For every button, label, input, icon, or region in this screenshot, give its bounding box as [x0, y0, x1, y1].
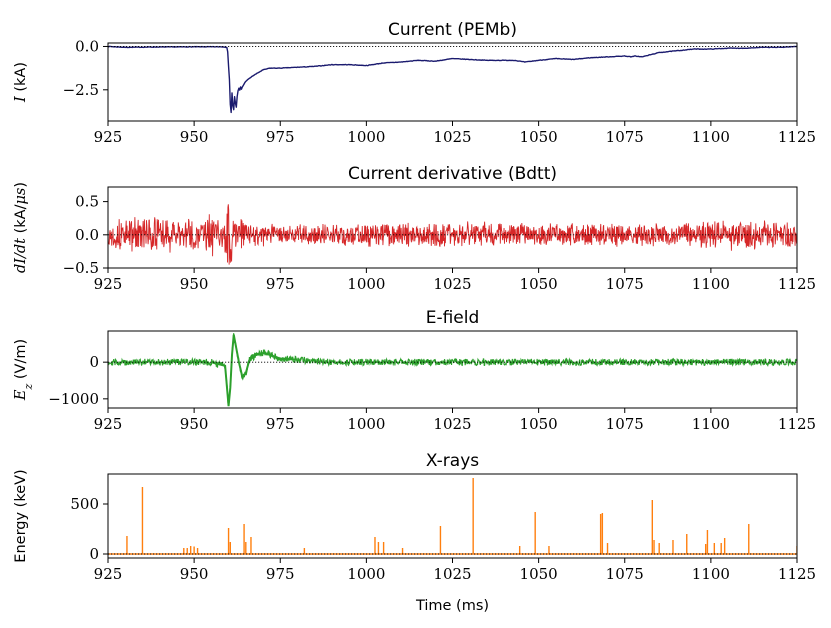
- y-tick-label: 0: [89, 353, 99, 371]
- x-tick-label: 1125: [778, 275, 816, 293]
- plot-area-efield: [108, 333, 797, 407]
- axes-frame: [107, 42, 798, 122]
- y-tick-label: 0.0: [75, 37, 99, 55]
- x-tick-label: 950: [180, 565, 209, 583]
- x-tick-label: 1000: [347, 128, 385, 146]
- x-tick-label: 1075: [606, 415, 644, 433]
- x-tick-label: 1125: [778, 415, 816, 433]
- x-tick-label: 1100: [692, 565, 730, 583]
- panel-title: Current derivative (Bdtt): [348, 164, 557, 184]
- x-tick-label: 1000: [347, 415, 385, 433]
- x-tick-label: 1075: [606, 565, 644, 583]
- plot-area-xrays: [108, 478, 797, 555]
- panel-title: E-field: [426, 308, 480, 328]
- x-tick-label: 925: [94, 128, 123, 146]
- current-series-line: [108, 45, 797, 114]
- y-axis-label: Ez (V/m): [13, 339, 35, 401]
- x-tick-label: 975: [266, 565, 295, 583]
- panel-xrays: 925 950 975 1000 1025 1050 1075 1100 1125 500 0 X-r…: [13, 451, 816, 614]
- x-tick-label: 1075: [606, 128, 644, 146]
- x-tick-label: 975: [266, 275, 295, 293]
- derivative-series-line: [108, 204, 797, 265]
- panel-efield: 925 950 975 1000 1025 1050 1075 1100 1125 0 −1000 E…: [13, 308, 816, 433]
- x-tick-label: 1125: [778, 565, 816, 583]
- plot-area-current: [108, 45, 797, 114]
- y-axis-label: dI/dt (kA/μs): [13, 182, 29, 273]
- x-tick-label: 925: [94, 565, 123, 583]
- y-tick-label: 0.5: [75, 193, 99, 211]
- y-tick-label: −2.5: [63, 81, 99, 99]
- x-tick-label: 1125: [778, 128, 816, 146]
- y-axis-label: I (kA): [13, 62, 29, 103]
- y-tick-label: 500: [70, 495, 99, 513]
- x-tick-label: 925: [94, 275, 123, 293]
- x-tick-label: 1025: [433, 275, 471, 293]
- x-tick-label: 975: [266, 415, 295, 433]
- panel-derivative: 925 950 975 1000 1025 1050 1075 1100 1125 0.5 0.0 −…: [13, 164, 816, 293]
- plot-area-derivative: [108, 204, 797, 265]
- x-tick-label: 1050: [520, 275, 558, 293]
- y-tick-label: 0.0: [75, 226, 99, 244]
- x-tick-label: 1000: [347, 565, 385, 583]
- x-tick-label: 1050: [520, 128, 558, 146]
- x-tick-label: 950: [180, 275, 209, 293]
- y-tick-label: −1000: [48, 390, 99, 408]
- x-tick-label: 1075: [606, 275, 644, 293]
- efield-series-line: [108, 333, 797, 404]
- axes-frame: [107, 330, 798, 409]
- panel-title: X-rays: [426, 451, 479, 471]
- x-tick-label: 950: [180, 415, 209, 433]
- y-axis-label: Energy (keV): [13, 469, 29, 562]
- x-tick-label: 1050: [520, 415, 558, 433]
- y-tick-label: −0.5: [63, 259, 99, 277]
- x-tick-label: 950: [180, 128, 209, 146]
- x-tick-label: 1100: [692, 415, 730, 433]
- y-tick-label: 0: [89, 545, 99, 563]
- x-tick-label: 1100: [692, 275, 730, 293]
- axes-frame: [107, 473, 798, 559]
- x-tick-label: 1100: [692, 128, 730, 146]
- panel-title: Current (PEMb): [388, 20, 517, 40]
- x-tick-label: 925: [94, 415, 123, 433]
- x-tick-label: 1050: [520, 565, 558, 583]
- x-tick-label: 1025: [433, 128, 471, 146]
- efield-pulse-line: [211, 334, 298, 407]
- x-axis-label: Time (ms): [415, 598, 489, 614]
- x-tick-label: 1000: [347, 275, 385, 293]
- panel-current: 925 950 975 1000 1025 1050 1075 1100 1125 0.0 −2.5…: [13, 20, 816, 146]
- x-tick-label: 1025: [433, 415, 471, 433]
- x-tick-label: 1025: [433, 565, 471, 583]
- x-tick-label: 975: [266, 128, 295, 146]
